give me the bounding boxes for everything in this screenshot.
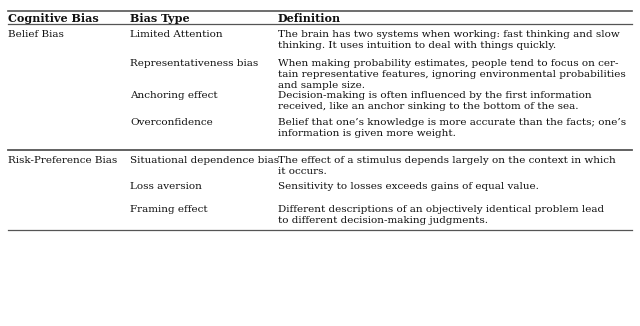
Text: Different descriptions of an objectively identical problem lead
to different dec: Different descriptions of an objectively… [278,205,604,225]
Text: Cognitive Bias: Cognitive Bias [8,13,99,24]
Text: Definition: Definition [278,13,341,24]
Text: Bias Type: Bias Type [130,13,189,24]
Text: Representativeness bias: Representativeness bias [130,59,259,68]
Text: Loss aversion: Loss aversion [130,182,202,191]
Text: Limited Attention: Limited Attention [130,30,223,39]
Text: Sensitivity to losses exceeds gains of equal value.: Sensitivity to losses exceeds gains of e… [278,182,539,191]
Text: Overconfidence: Overconfidence [130,118,212,127]
Text: When making probability estimates, people tend to focus on cer-
tain representat: When making probability estimates, peopl… [278,59,626,90]
Text: Situational dependence bias: Situational dependence bias [130,156,279,165]
Text: Risk-Preference Bias: Risk-Preference Bias [8,156,117,165]
Text: Framing effect: Framing effect [130,205,207,214]
Text: The effect of a stimulus depends largely on the context in which
it occurs.: The effect of a stimulus depends largely… [278,156,616,176]
Text: Anchoring effect: Anchoring effect [130,91,218,100]
Text: The brain has two systems when working: fast thinking and slow
thinking. It uses: The brain has two systems when working: … [278,30,620,50]
Text: Belief that one’s knowledge is more accurate than the facts; one’s
information i: Belief that one’s knowledge is more accu… [278,118,626,138]
Text: Decision-making is often influenced by the first information
received, like an a: Decision-making is often influenced by t… [278,91,591,111]
Text: Belief Bias: Belief Bias [8,30,64,39]
